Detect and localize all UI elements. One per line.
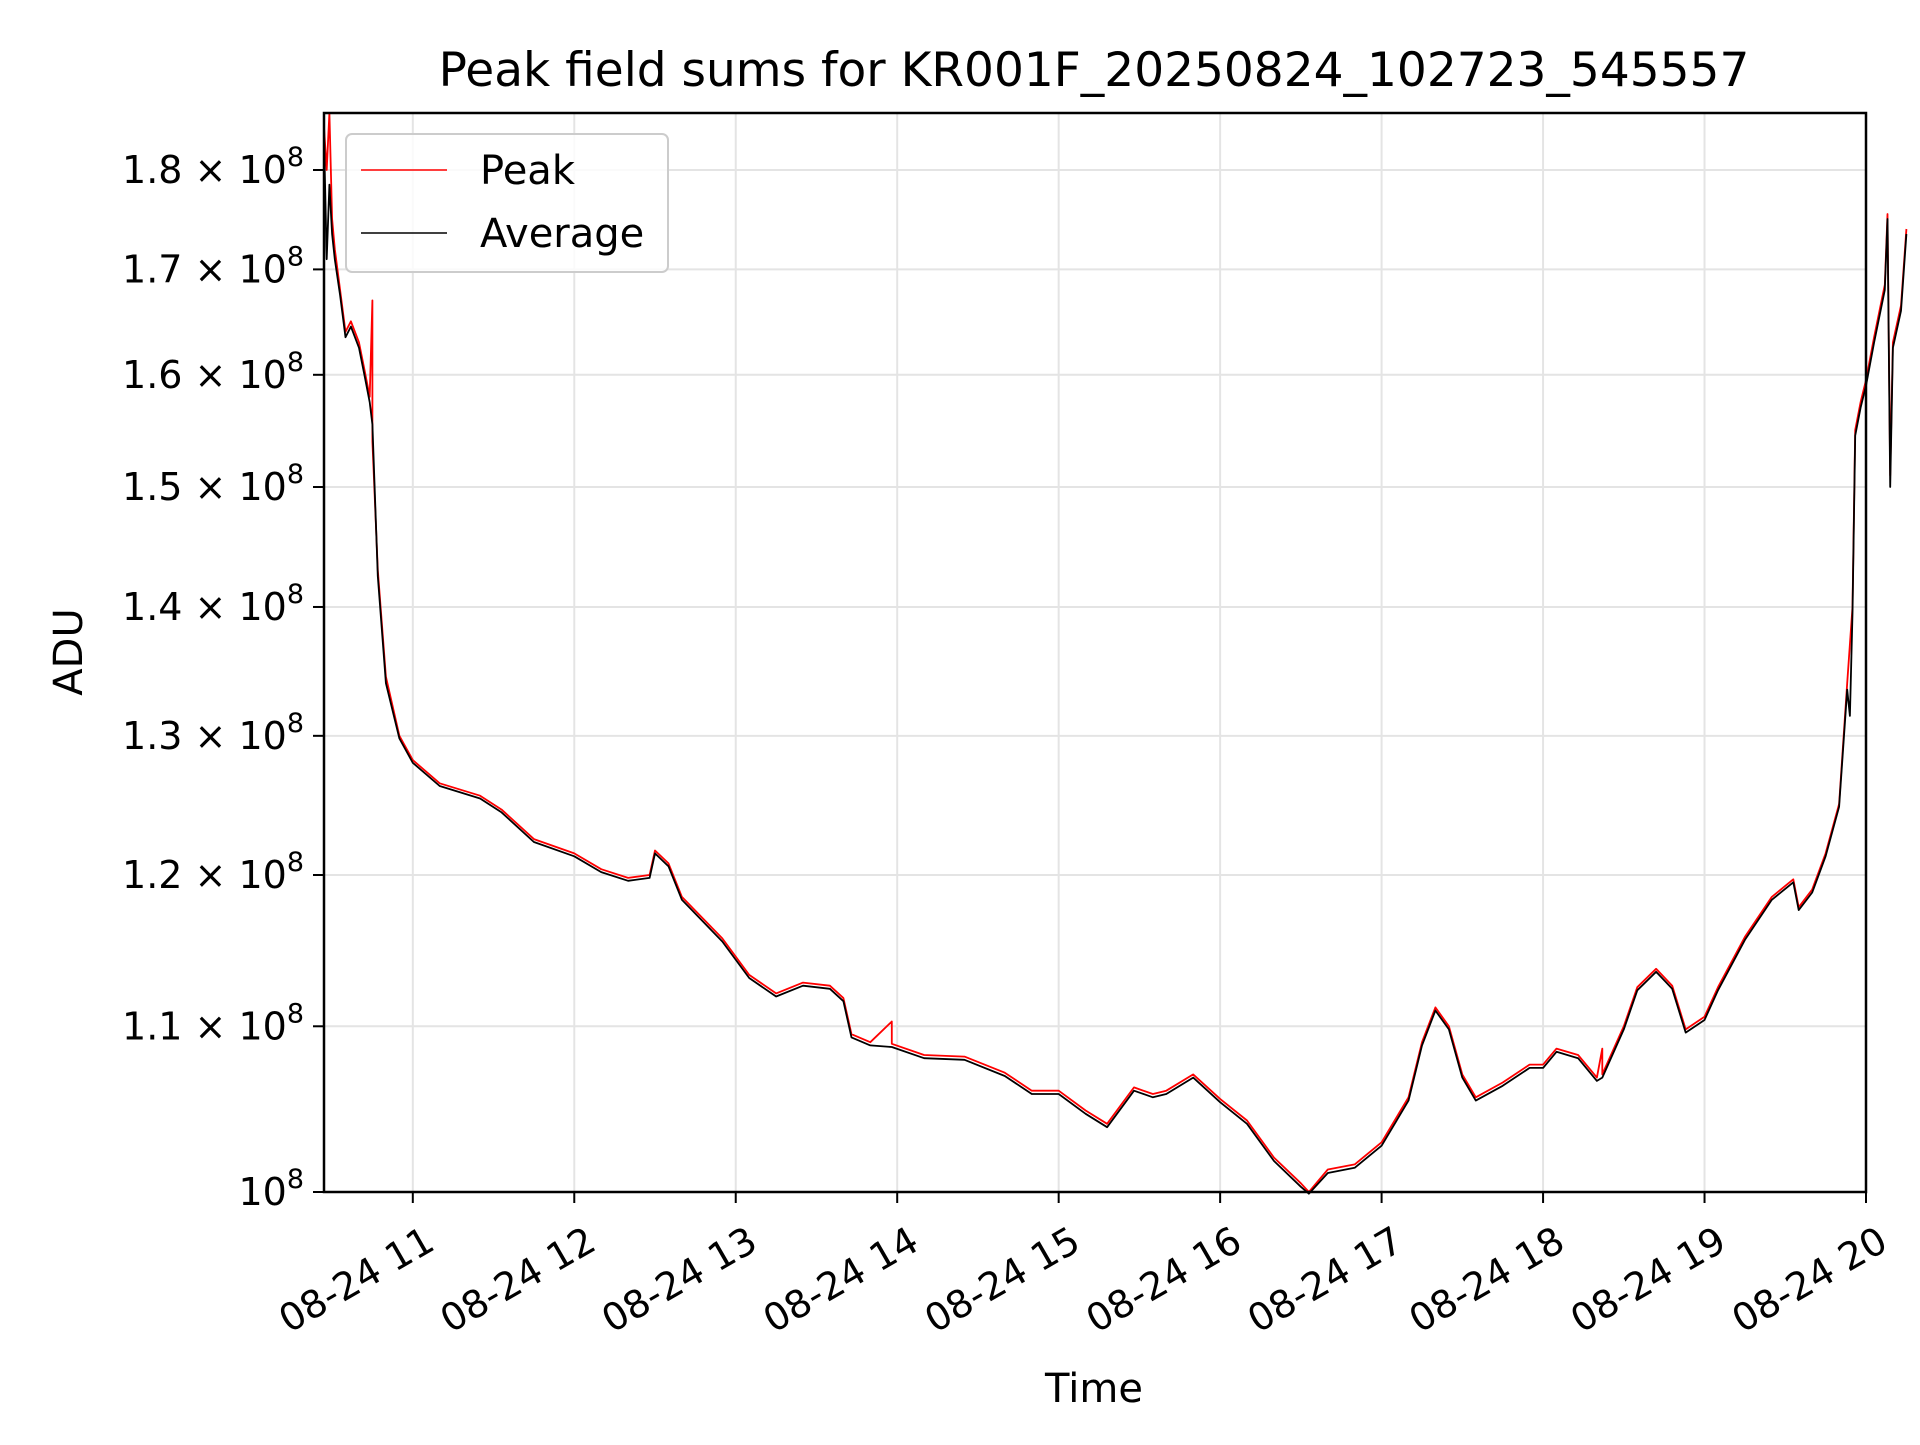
y-tick-label: 1.5 × 108 — [122, 459, 304, 509]
legend-box — [345, 133, 669, 273]
y-tick-label: 1.3 × 108 — [122, 708, 304, 758]
y-tick-label: 1.7 × 108 — [122, 241, 304, 291]
y-axis-ticks: 108 1.1 × 108 1.2 × 108 1.3 × 108 1.4 × 108 1… — [122, 142, 324, 1214]
series-line-average — [323, 136, 1908, 1195]
plot-frame — [322, 111, 1868, 1194]
y-tick-label: 1.2 × 108 — [122, 847, 304, 897]
legend-label-average: Average — [480, 211, 644, 257]
chart-title: Peak field sums for KR001F_20250824_1027… — [439, 43, 1750, 98]
y-tick-label: 1.1 × 108 — [122, 998, 304, 1048]
y-tick-label: 1.4 × 108 — [122, 579, 304, 629]
y-tick-label: 108 — [238, 1164, 304, 1214]
legend: Peak Average — [345, 133, 669, 273]
x-axis-label: Time — [1044, 1366, 1143, 1412]
y-tick-label: 1.8 × 108 — [122, 142, 304, 192]
y-tick-label: 1.6 × 108 — [122, 347, 304, 397]
series-line-peak — [323, 112, 1908, 1193]
series-lines — [323, 112, 1908, 1195]
y-axis-label: ADU — [46, 608, 92, 695]
legend-label-peak: Peak — [480, 148, 576, 194]
